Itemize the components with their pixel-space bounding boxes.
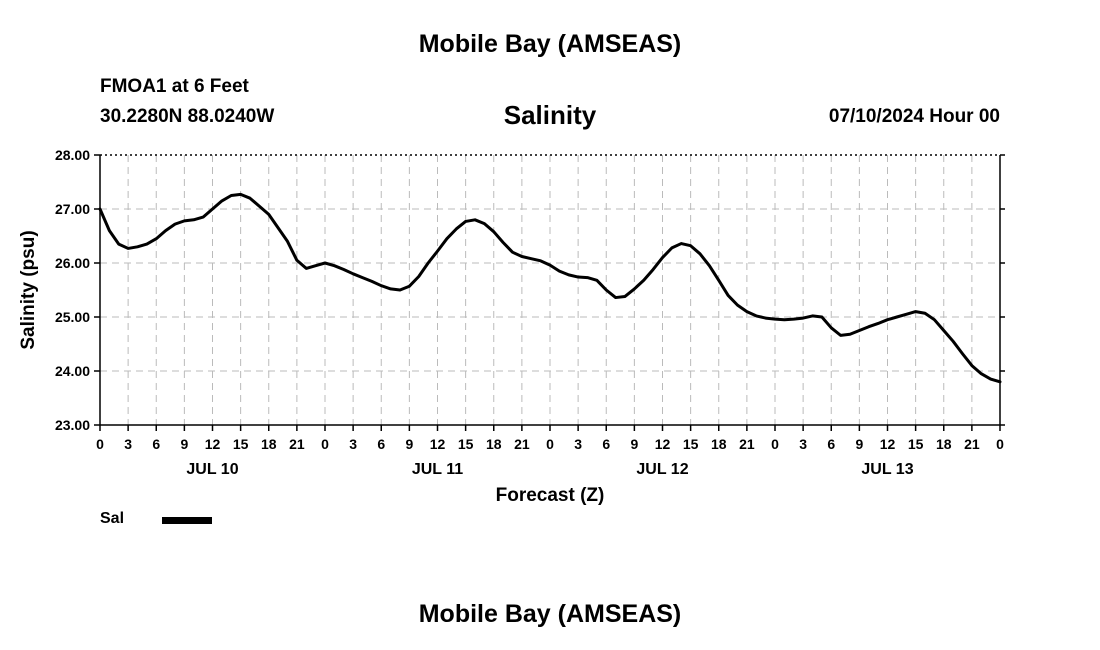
x-tick-label: 0: [546, 436, 554, 452]
x-tick-label: 6: [377, 436, 385, 452]
y-tick-label: 27.00: [55, 201, 90, 217]
x-tick-label: 9: [855, 436, 863, 452]
series-layer: [98, 192, 1002, 384]
day-label: JUL 10: [186, 461, 238, 478]
x-tick-label: 9: [405, 436, 413, 452]
x-tick-label: 12: [430, 436, 446, 452]
x-tick-label: 3: [799, 436, 807, 452]
x-tick-label: 12: [880, 436, 896, 452]
day-label: JUL 11: [412, 461, 463, 478]
x-tick-label: 3: [124, 436, 132, 452]
x-tick-label: 15: [458, 436, 474, 452]
x-tick-label: 21: [289, 436, 305, 452]
day-label: JUL 12: [636, 461, 688, 478]
chart-title: Salinity: [503, 100, 597, 130]
page-title: Mobile Bay (AMSEAS): [418, 30, 682, 58]
x-tick-label: 0: [96, 436, 104, 452]
grid: [100, 155, 1000, 425]
x-tick-label: 18: [261, 436, 277, 452]
x-tick-label: 0: [321, 436, 329, 452]
x-tick-label: 6: [602, 436, 610, 452]
y-tick-label: 24.00: [55, 363, 90, 379]
x-tick-label: 9: [630, 436, 638, 452]
axes: [94, 154, 1005, 431]
x-axis-title: Forecast (Z): [496, 485, 605, 506]
x-tick-label: 0: [996, 436, 1004, 452]
run-time-label: 07/10/2024 Hour 00: [828, 106, 1000, 127]
x-tick-label: 18: [936, 436, 952, 452]
x-tick-label: 6: [152, 436, 160, 452]
x-tick-label: 21: [514, 436, 530, 452]
x-tick-label: 21: [964, 436, 980, 452]
legend-label-sal: Sal: [100, 510, 125, 527]
station-label: FMOA1 at 6 Feet: [100, 76, 249, 97]
x-tick-label: 3: [574, 436, 582, 452]
x-tick-label: 21: [739, 436, 755, 452]
day-label: JUL 13: [861, 461, 913, 478]
x-tick-label: 3: [349, 436, 357, 452]
x-tick-label: 15: [908, 436, 924, 452]
x-tick-label: 0: [771, 436, 779, 452]
x-tick-label: 6: [827, 436, 835, 452]
x-tick-label: 15: [683, 436, 699, 452]
x-tick-label: 18: [486, 436, 502, 452]
y-tick-label: 28.00: [55, 147, 90, 163]
x-tick-label: 18: [711, 436, 727, 452]
series-line-sal: [98, 192, 1002, 384]
station-coordinates: 30.2280N 88.0240W: [100, 106, 275, 127]
x-tick-label: 9: [180, 436, 188, 452]
x-tick-label: 12: [655, 436, 671, 452]
y-tick-label: 26.00: [55, 255, 90, 271]
y-tick-label: 25.00: [55, 309, 90, 325]
y-axis-title: Salinity (psu): [18, 230, 39, 349]
legend-swatch-sal: [162, 517, 212, 524]
y-tick-label: 23.00: [55, 417, 90, 433]
x-tick-label: 15: [233, 436, 249, 452]
axis-labels: 23.00 24.00 25.00 26.00 27.00 28.00 0 3 6 9 12 15 18…: [18, 147, 1004, 506]
x-tick-label: 12: [205, 436, 221, 452]
footer-title: Mobile Bay (AMSEAS): [418, 600, 682, 628]
